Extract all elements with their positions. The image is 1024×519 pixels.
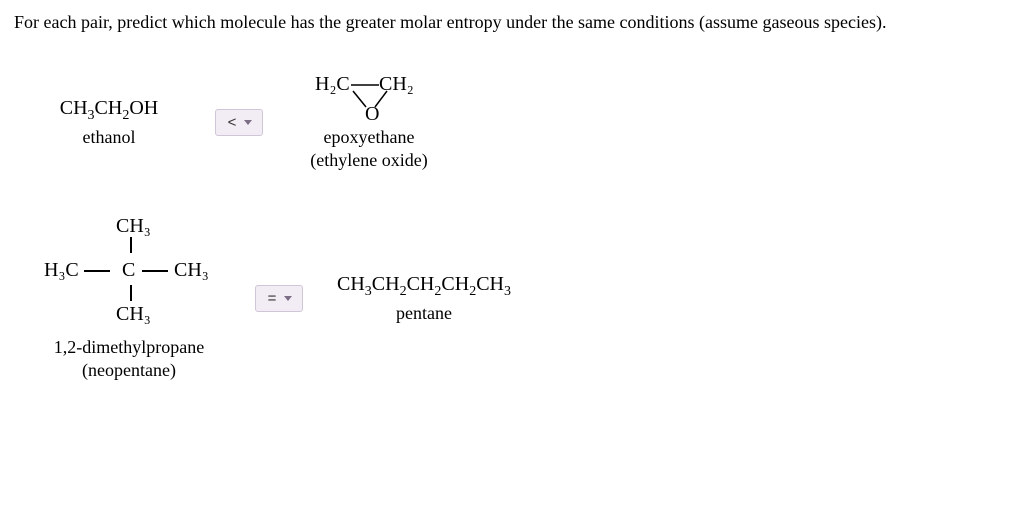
question-text: For each pair, predict which molecule ha… xyxy=(14,12,1010,33)
neopentane-structure: CH₃ H₃C C CH₃ CH₃ xyxy=(44,215,214,335)
neo-ch3-right: CH₃ xyxy=(174,259,209,282)
pair1-selector-col: < xyxy=(204,109,274,136)
pair2-left-molecule: CH₃ H₃C C CH₃ CH₃ 1,2-dimethylpropane (n… xyxy=(14,215,244,381)
neo-bond-bot xyxy=(130,285,132,301)
neo-h3c-left: H₃C xyxy=(44,259,79,282)
pentane-formula: CH3CH2CH2CH2CH3 xyxy=(337,272,511,301)
epoxyethane-structure: H₂C CH₂ O xyxy=(309,73,429,123)
pair2-selector-col: = xyxy=(244,285,314,312)
neopentane-name1: 1,2-dimethylpropane xyxy=(54,337,204,358)
dropdown-caret-icon xyxy=(244,120,252,125)
pair2-right-molecule: CH3CH2CH2CH2CH3 pentane xyxy=(314,272,534,324)
epoxyethane-name2: (ethylene oxide) xyxy=(310,150,427,171)
neopentane-name2: (neopentane) xyxy=(82,360,176,381)
pair2-comparison-value: = xyxy=(268,290,277,307)
pair-2-row: CH₃ H₃C C CH₃ CH₃ 1,2-dimethylpropane (n… xyxy=(14,215,1010,381)
neo-ch3-bot: CH₃ xyxy=(116,303,151,326)
neo-bond-left xyxy=(84,270,110,272)
ethanol-formula: CH3CH2OH xyxy=(60,96,158,125)
neo-ch3-top: CH₃ xyxy=(116,215,151,238)
pair1-left-molecule: CH3CH2OH ethanol xyxy=(14,96,204,148)
neo-bond-top xyxy=(130,237,132,253)
pair2-comparison-dropdown[interactable]: = xyxy=(255,285,304,312)
pair1-right-molecule: H₂C CH₂ O epoxyethane (ethylene oxide) xyxy=(274,73,464,171)
pair1-comparison-dropdown[interactable]: < xyxy=(215,109,264,136)
dropdown-caret-icon xyxy=(284,296,292,301)
pentane-name: pentane xyxy=(396,303,452,324)
pair-1-row: CH3CH2OH ethanol < H₂C CH₂ O epoxyethane… xyxy=(14,73,1010,171)
pair1-comparison-value: < xyxy=(228,114,237,131)
ethanol-name: ethanol xyxy=(83,127,136,148)
epoxyethane-name1: epoxyethane xyxy=(324,127,415,148)
epoxy-bonds-svg xyxy=(309,73,429,123)
neo-bond-right xyxy=(142,270,168,272)
neo-c-center: C xyxy=(122,259,135,282)
